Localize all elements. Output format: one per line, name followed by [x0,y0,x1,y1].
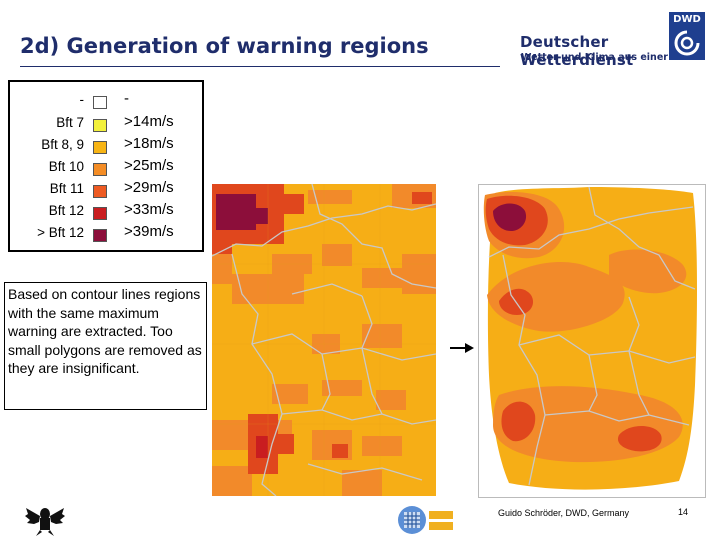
legend-swatch [93,96,107,109]
method-description: Based on contour lines regions with the … [4,282,207,410]
legend-class-label: > Bft 12 [37,225,84,240]
title-underline [20,66,500,67]
contour-map-graphic [483,186,697,490]
dwd-swirl-icon [674,30,700,56]
legend-class-label: Bft 8, 9 [41,137,84,152]
legend-speed-label: >25m/s [124,157,174,174]
page-title: 2d) Generation of warning regions [20,34,429,58]
legend-swatch [93,163,107,176]
contour-warning-map [478,184,706,498]
autowarn-logo-icon [398,506,453,534]
arrow-right-icon [450,343,474,353]
federal-eagle-icon [25,508,65,536]
org-tagline: Wetter und Klima aus einer Hand [521,52,700,63]
legend-swatch [93,185,107,198]
raster-map-graphic [212,184,436,496]
legend-row: Bft 12 >33m/s [10,201,202,223]
legend-class-label: Bft 7 [56,115,84,130]
legend-speed-label: >39m/s [124,223,174,240]
warning-legend: - - Bft 7 >14m/s Bft 8, 9 >18m/s Bft 10 … [8,80,204,252]
legend-class-label: Bft 10 [48,159,84,174]
page-number: 14 [678,507,689,517]
legend-row: Bft 8, 9 >18m/s [10,135,202,157]
footer-author: Guido Schröder, DWD, Germany [498,508,630,518]
legend-speed-label: >18m/s [124,135,174,152]
raster-warning-map [212,184,436,496]
legend-class-label: Bft 12 [48,203,84,218]
org-name: Deutscher Wetterdienst [520,33,634,69]
legend-speed-label: >14m/s [124,113,174,130]
legend-speed-label: >33m/s [124,201,174,218]
dwd-logo-text: DWD [673,14,701,25]
legend-row: Bft 10 >25m/s [10,157,202,179]
legend-row: Bft 11 >29m/s [10,179,202,201]
legend-class-label: - [79,92,85,107]
legend-swatch [93,119,107,132]
legend-class-label: Bft 11 [49,181,84,196]
legend-speed-label: >29m/s [124,179,174,196]
legend-swatch [93,207,107,220]
legend-swatch [93,141,107,154]
legend-swatch [93,229,107,242]
dwd-logo-icon: DWD [669,12,705,60]
legend-row: - - [10,90,202,112]
legend-speed-label: - [124,90,129,107]
legend-row: Bft 7 >14m/s [10,113,202,135]
legend-row: > Bft 12 >39m/s [10,223,202,245]
